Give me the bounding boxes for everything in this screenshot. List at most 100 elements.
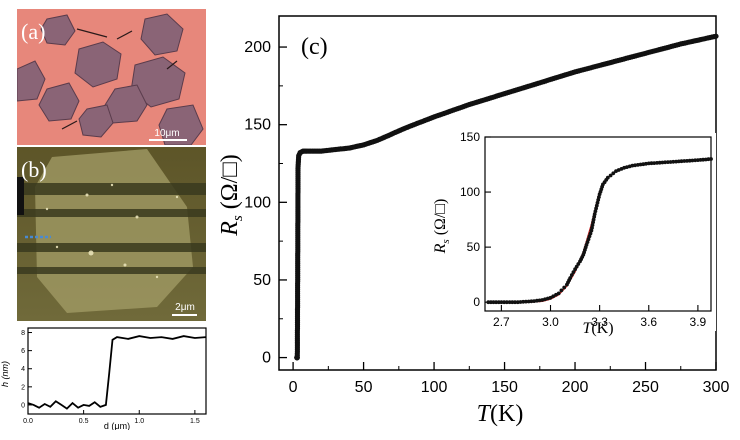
inset-data-point <box>499 300 504 305</box>
inset-data-point <box>504 300 509 305</box>
inset-data-point <box>663 160 667 165</box>
inset-data-point <box>586 237 591 242</box>
inset-data-point <box>507 300 512 305</box>
inset-data-point <box>674 159 678 164</box>
inset-data-point <box>608 173 613 178</box>
inset-data-point <box>551 294 556 299</box>
inset-data-point <box>701 157 705 162</box>
inset-data-point <box>646 161 651 166</box>
profile-y-tick-label: 2 <box>21 384 25 391</box>
inset-data-point <box>556 291 561 296</box>
inset-data-point <box>655 161 659 165</box>
inset-data-point <box>585 240 590 245</box>
inset-data-point <box>693 158 698 163</box>
profile-trace <box>27 335 207 410</box>
inset-data-point <box>590 226 594 230</box>
inset-data-point <box>496 300 501 305</box>
inset-data-point <box>489 300 493 305</box>
panel-a-label: (a) <box>21 19 45 44</box>
inset-data-point <box>510 300 515 305</box>
inset-y-tick-label: 100 <box>460 185 480 199</box>
inset-data-point <box>660 160 665 165</box>
profile-y-tick-label: 4 <box>21 366 25 373</box>
profile-x-tick-label: 1.5 <box>190 418 200 425</box>
inset-y-tick-label: 50 <box>467 240 481 254</box>
height-profile-panel: 0.0 0.5 1.0 1.5 0 2 4 6 8 h (nm) d (μm) <box>0 322 215 431</box>
inset-data-point <box>668 160 673 164</box>
inset-x-tick-label: 3.0 <box>542 315 559 329</box>
profile-plot-frame <box>27 327 207 415</box>
inset-data-point <box>666 160 670 165</box>
main-x-tick-label: 250 <box>632 379 659 396</box>
inset-data-point <box>679 159 684 164</box>
profile-x-label: d (μm) <box>104 421 130 430</box>
inset-x-tick-label: 2.7 <box>493 315 510 329</box>
panel-c-label: (c) <box>301 34 328 60</box>
inset-data-point <box>709 157 713 161</box>
inset-data-point <box>571 270 576 274</box>
main-data-point <box>713 33 719 39</box>
inset-data-point <box>532 299 536 303</box>
inset-data-point <box>588 231 593 236</box>
inset-data-point <box>676 159 681 164</box>
inset-data-point <box>690 158 695 163</box>
inset-data-point <box>524 299 528 304</box>
inset-x-tick-label: 3.6 <box>640 315 657 329</box>
inset-data-point <box>515 300 520 305</box>
optical-micrograph-panel: (a) 10μm <box>16 9 206 146</box>
profile-y-tick-label: 6 <box>21 348 25 355</box>
panel-b-label: (b) <box>21 157 47 182</box>
inset-data-point <box>649 161 654 166</box>
inset-data-point <box>494 300 498 305</box>
panel-b-scale-bar: 2μm <box>175 302 195 313</box>
resistance-plot-panel: 0 50 100 150 200 250 300 0 50 100 150 200 (c) T(K) … <box>215 0 740 435</box>
inset-data-point <box>486 300 491 305</box>
main-y-label: Rs (Ω/□) <box>217 154 246 237</box>
inset-data-point <box>593 209 598 214</box>
inset-y-tick-label: 0 <box>473 295 480 309</box>
inset-data-point <box>529 299 534 304</box>
main-x-label: T(K) <box>477 401 524 427</box>
inset-data-point <box>526 299 531 304</box>
inset-data-point <box>685 159 689 163</box>
inset-data-point <box>491 300 496 305</box>
main-y-tick-label: 0 <box>262 350 271 367</box>
main-x-tick-label: 200 <box>562 379 589 396</box>
inset-y-label: Rs (Ω/□) <box>432 199 452 255</box>
main-x-tick-label: 50 <box>355 379 373 396</box>
inset-data-point <box>657 160 662 165</box>
main-y-tick-label: 150 <box>244 117 271 134</box>
inset-data-point <box>671 159 676 164</box>
inset-x-tick-label: 3.9 <box>690 315 707 329</box>
inset-data-point <box>562 285 567 290</box>
flake-shapes <box>16 13 204 146</box>
inset-data-point <box>559 288 564 293</box>
profile-x-tick-label: 1.0 <box>134 418 144 425</box>
inset-y-tick-label: 150 <box>460 130 480 144</box>
inset-data-point <box>611 171 616 176</box>
profile-x-tick-label: 0.5 <box>79 418 89 425</box>
main-x-tick-label: 100 <box>421 379 448 396</box>
main-x-tick-label: 0 <box>289 379 298 396</box>
inset-data-point <box>569 273 574 277</box>
inset-data-point <box>595 200 600 205</box>
inset-data-point <box>502 300 506 305</box>
profile-y-label: h (nm) <box>0 361 10 387</box>
main-y-tick-label: 50 <box>253 272 271 289</box>
inset-data-point <box>644 161 648 166</box>
inset-data-point <box>518 300 523 304</box>
inset-data-point <box>605 175 610 180</box>
main-y-tick-label: 100 <box>244 194 271 211</box>
inset-x-label: T(K) <box>582 320 613 337</box>
inset-plot-frame <box>484 136 712 312</box>
main-y-tick-label: 200 <box>244 39 271 56</box>
inset-data-point <box>682 159 687 163</box>
inset-data-point <box>513 300 517 305</box>
inset-data-point <box>633 163 637 168</box>
main-x-tick-label: 150 <box>491 379 518 396</box>
profile-x-tick-label: 0.0 <box>23 418 33 425</box>
inset-data-point <box>652 161 657 166</box>
inset-plot: 2.7 3.0 3.3 3.6 3.9 0 50 100 150 T(K) Rs (Ω/□) <box>426 130 716 337</box>
inset-data-point <box>521 299 526 304</box>
